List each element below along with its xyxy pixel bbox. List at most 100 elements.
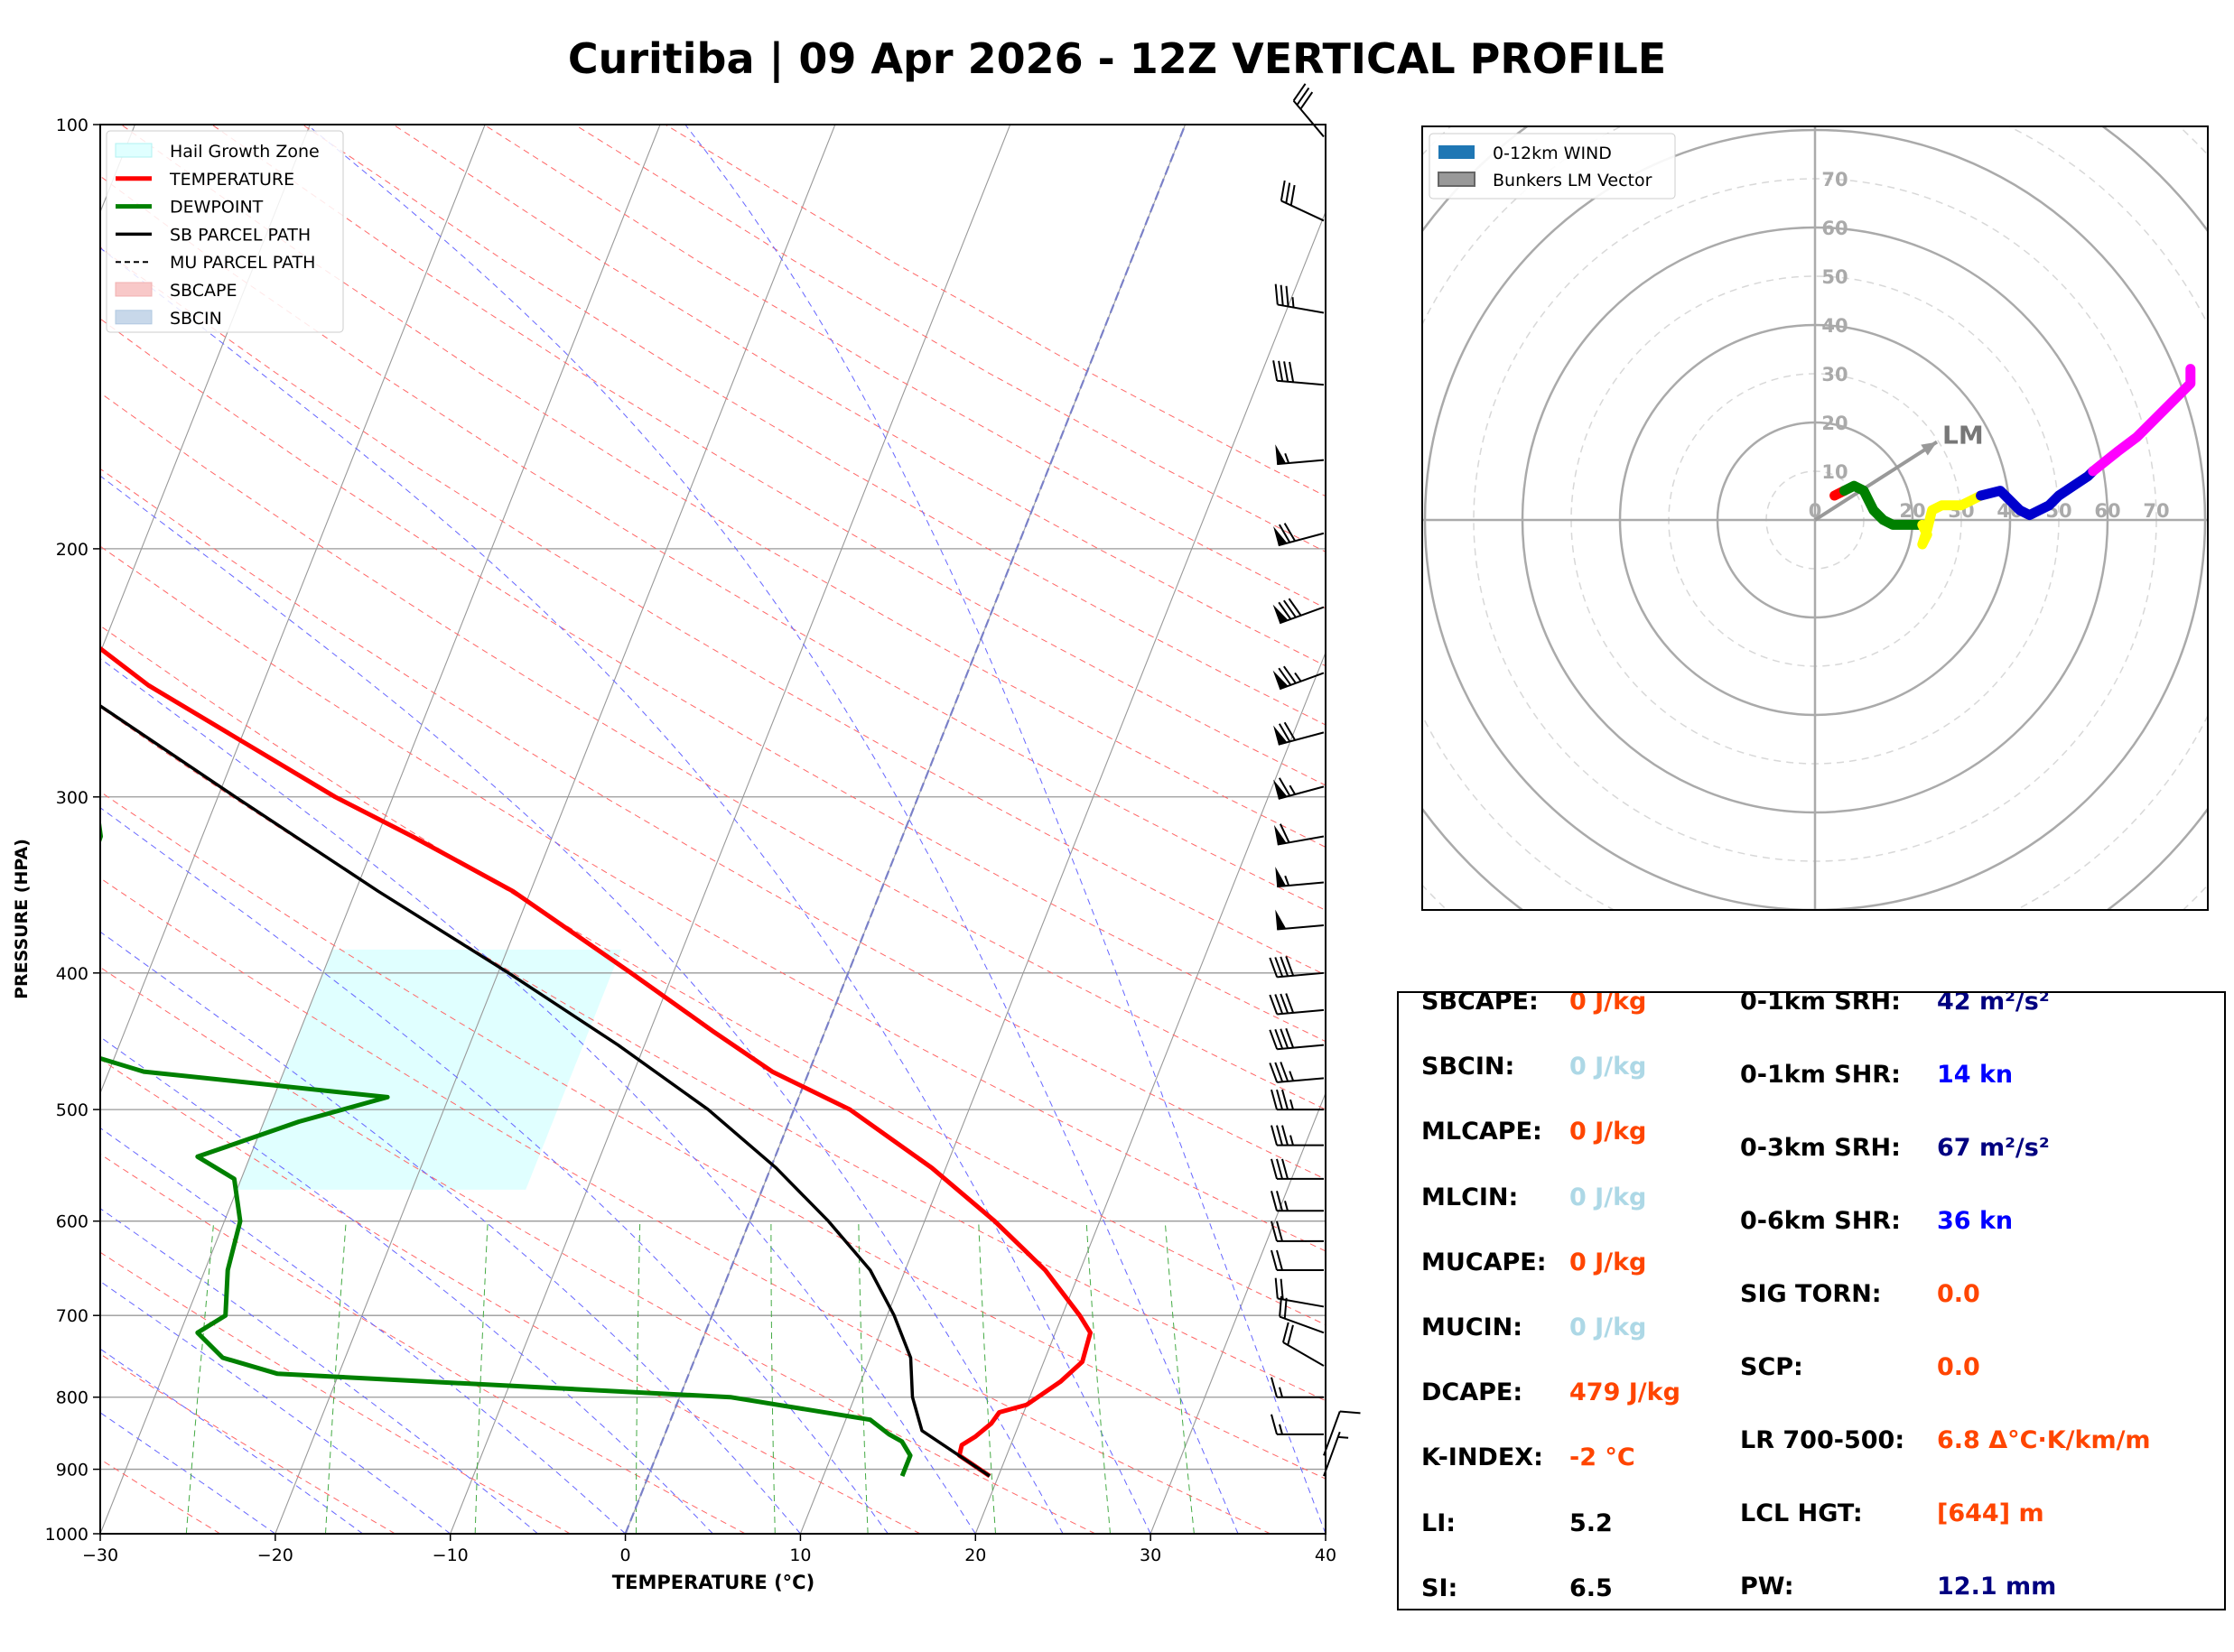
wind-barb-shaft	[1323, 1411, 1341, 1456]
y-tick-label: 100	[56, 116, 88, 135]
param-label: K-INDEX:	[1421, 1443, 1543, 1472]
legend-label: TEMPERATURE	[169, 170, 294, 190]
legend-label: SB PARCEL PATH	[170, 225, 311, 245]
wind-barb-half-feather	[1289, 784, 1296, 795]
hail-growth-zone-band	[237, 949, 621, 1190]
wind-barb-shaft	[1277, 1044, 1325, 1051]
wind-barb	[1274, 283, 1325, 314]
hodograph-ring-label: 60	[1821, 218, 1848, 239]
param-label: MLCIN:	[1421, 1183, 1519, 1211]
dry-adiabat	[100, 877, 1271, 1534]
wind-barb-feather	[1271, 1191, 1278, 1211]
param-value: 12.1 mm	[1937, 1573, 2057, 1601]
hodograph-ring-label: 70	[1821, 169, 1848, 190]
dry-adiabat	[100, 468, 1326, 1180]
zero-isotherm	[624, 125, 1187, 1534]
wind-barb-shaft	[1277, 971, 1325, 979]
wind-barb-feather	[1274, 1277, 1279, 1299]
y-tick-label: 500	[56, 1100, 88, 1120]
wind-barb-feather	[1289, 184, 1296, 206]
wind-barb	[1271, 1220, 1324, 1242]
wind-barb-shaft	[1282, 1341, 1325, 1367]
y-tick-label: 700	[56, 1306, 88, 1326]
wind-barb-feather	[1283, 665, 1297, 684]
wind-barb	[1272, 665, 1325, 691]
wind-barb-feather	[1285, 956, 1295, 977]
x-tick-label: −30	[82, 1545, 118, 1565]
wind-barb-flag	[1273, 824, 1287, 845]
hodograph-axis-label: 70	[2143, 500, 2169, 522]
wind-barb-flag	[1273, 779, 1288, 799]
x-tick-label: 30	[1140, 1545, 1161, 1565]
wind-barb-feather	[1269, 957, 1279, 978]
wind-barb	[1271, 1158, 1324, 1180]
wind-barb	[1275, 909, 1325, 931]
moist-adiabat	[100, 931, 801, 1534]
wind-barb-half-feather	[1279, 1387, 1283, 1397]
isotherm	[1150, 1091, 1326, 1534]
wind-barb-feather	[1280, 180, 1286, 201]
skew-t-legend: Hail Growth Zone TEMPERATURE DEWPOINT SB PA…	[106, 130, 344, 333]
y-axis-label: PRESSURE (HPA)	[12, 839, 32, 999]
wind-barb-flag	[1273, 725, 1288, 745]
moist-adiabat	[100, 1348, 364, 1534]
legend-label: MU PARCEL PATH	[170, 253, 315, 273]
x-tick-label: −20	[257, 1545, 293, 1565]
hodograph-ring-label: 30	[1821, 364, 1848, 385]
moist-adiabat	[100, 657, 976, 1534]
moist-adiabat	[684, 125, 1326, 1534]
param-label: LI:	[1421, 1508, 1457, 1537]
wind-barb-feather	[1339, 1410, 1361, 1415]
legend-label: 0-12km WIND	[1493, 144, 1612, 163]
param-value: -2 °C	[1569, 1443, 1635, 1472]
param-value: 67 m²/s²	[1937, 1134, 2050, 1162]
wind-barb	[1292, 83, 1325, 138]
wind-barb-shaft	[1277, 1297, 1325, 1308]
wind-barb-shaft	[1323, 1431, 1341, 1477]
wind-barb-feather	[1271, 1220, 1278, 1242]
wind-barb	[1323, 1431, 1349, 1477]
legend-swatch	[1438, 145, 1475, 159]
wind-barb	[1269, 1062, 1325, 1083]
wind-barb	[1269, 993, 1325, 1016]
param-label: MUCAPE:	[1421, 1248, 1547, 1276]
wind-barb-feather	[1281, 1125, 1289, 1146]
wind-barb	[1274, 1277, 1325, 1308]
wind-barb-feather	[1271, 1377, 1278, 1397]
legend-label: SBCIN	[170, 309, 222, 329]
legend-label: SBCAPE	[170, 281, 237, 301]
mixing-ratio-line	[770, 1220, 776, 1534]
wind-barb	[1271, 1125, 1324, 1146]
hodograph-ring-label: 40	[1821, 315, 1848, 337]
param-label: SCP:	[1740, 1353, 1803, 1381]
wind-barb-feather	[1271, 1158, 1278, 1180]
wind-barb	[1272, 360, 1325, 386]
mixing-ratio-line	[978, 1220, 996, 1534]
param-label: MUCIN:	[1421, 1313, 1523, 1341]
y-tick-label: 400	[56, 964, 88, 984]
param-label: 0-1km SRH:	[1740, 991, 1901, 1016]
isotherm	[100, 125, 311, 654]
wind-barb-half-feather	[1289, 1099, 1294, 1110]
wind-barb-feather	[1276, 1158, 1283, 1180]
param-label: 0-6km SHR:	[1740, 1207, 1901, 1235]
legend-label: Hail Growth Zone	[170, 142, 320, 162]
wind-barb-feather	[1283, 523, 1296, 542]
wind-barb-feather	[1271, 1249, 1278, 1271]
param-value: 0 J/kg	[1569, 1248, 1647, 1276]
wind-barb-flag	[1275, 867, 1287, 887]
skew-t-frame	[99, 124, 1326, 1535]
wind-barb-flag	[1273, 525, 1288, 546]
wind-barb-feather	[1269, 1029, 1279, 1050]
hodograph-trace-9-12km	[2088, 364, 2196, 477]
chart-title: Curitiba | 09 Apr 2026 - 12Z VERTICAL PR…	[567, 34, 1667, 83]
wind-barb-shaft	[1277, 835, 1325, 846]
wind-barb-flag	[1275, 909, 1287, 930]
dry-adiabat	[100, 392, 1326, 1110]
wind-barb	[1269, 956, 1325, 979]
moist-adiabat	[100, 1036, 713, 1534]
isotherm	[100, 125, 661, 1534]
wind-barb-feather	[1281, 1322, 1289, 1343]
param-value: 0 J/kg	[1569, 1183, 1647, 1211]
wind-barb-feather	[1276, 1191, 1283, 1211]
